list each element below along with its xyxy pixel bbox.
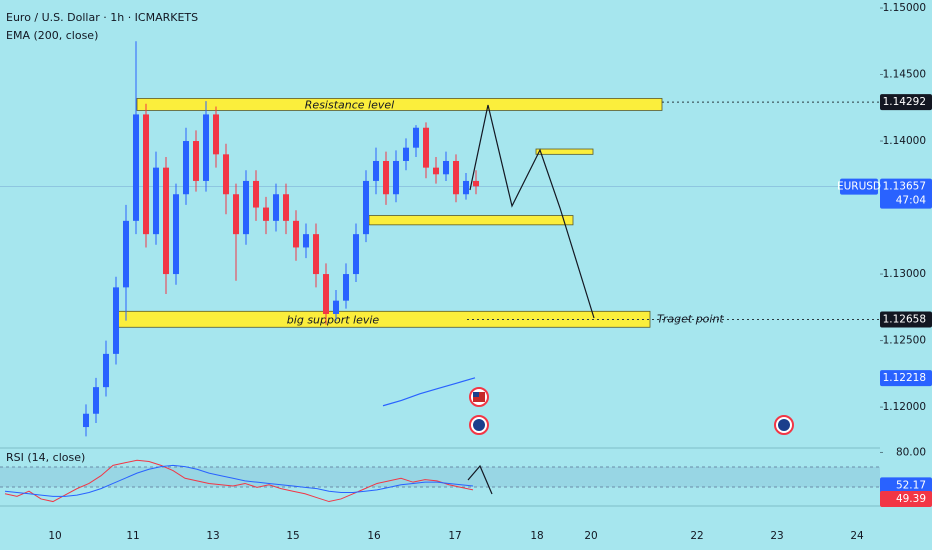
candle-body bbox=[413, 127, 419, 148]
event-icon bbox=[774, 415, 794, 435]
x-tick-label: 16 bbox=[367, 530, 381, 542]
candle-body bbox=[223, 154, 229, 195]
rsi-tag-label: 52.17 bbox=[896, 479, 926, 491]
y-tick-label: 1.15000 bbox=[883, 2, 926, 14]
candle-body bbox=[243, 180, 249, 235]
zone bbox=[115, 310, 651, 328]
x-tick-label: 22 bbox=[690, 530, 703, 542]
candle-body bbox=[353, 234, 359, 275]
rsi-line bbox=[4, 459, 474, 503]
x-tick-label: 13 bbox=[206, 530, 219, 542]
candle-body bbox=[253, 180, 259, 208]
x-tick-label: 20 bbox=[584, 530, 597, 542]
candle-body bbox=[393, 160, 399, 195]
price-tag-label: 1.14292 bbox=[883, 96, 926, 108]
x-tick-label: 18 bbox=[530, 530, 543, 542]
y-tick-label: 1.12500 bbox=[883, 335, 926, 347]
event-icon bbox=[469, 387, 489, 407]
candle-body bbox=[313, 234, 319, 275]
candle-body bbox=[383, 160, 389, 195]
candle-body bbox=[263, 207, 269, 221]
candle-body bbox=[213, 114, 219, 155]
candle-body bbox=[273, 194, 279, 221]
y-tick-label: 1.12000 bbox=[883, 401, 926, 413]
chart-title: Euro / U.S. Dollar · 1h · ICMARKETS bbox=[6, 11, 198, 24]
countdown: 47:04 bbox=[896, 195, 927, 207]
price-tag-label: 1.12218 bbox=[883, 372, 926, 384]
candle-body bbox=[103, 353, 109, 388]
y-tick-label: 1.14000 bbox=[883, 135, 926, 147]
candle-body bbox=[293, 220, 299, 248]
candle-body bbox=[83, 413, 89, 428]
candle-body bbox=[93, 387, 99, 414]
rsi-tag-label: 49.39 bbox=[896, 493, 926, 505]
price-tag-label: 1.12658 bbox=[883, 314, 926, 326]
price-tag bbox=[880, 178, 932, 209]
event-icon bbox=[469, 415, 489, 435]
price-tag bbox=[880, 311, 932, 328]
symbol-label: EURUSD bbox=[837, 181, 881, 193]
rsi-title: RSI (14, close) bbox=[6, 451, 85, 464]
zone bbox=[368, 215, 574, 226]
candle-body bbox=[443, 160, 449, 175]
zone bbox=[136, 98, 663, 111]
candle-body bbox=[333, 300, 339, 314]
candle-body bbox=[113, 287, 119, 354]
price-tag bbox=[880, 94, 932, 111]
ema-line bbox=[382, 377, 476, 407]
candle-body bbox=[183, 141, 189, 195]
candle-body bbox=[193, 141, 199, 181]
y-tick-label: 1.14500 bbox=[883, 69, 926, 81]
candle-body bbox=[303, 234, 309, 248]
rsi-projection bbox=[467, 464, 493, 495]
candle-body bbox=[123, 220, 129, 288]
x-tick-label: 17 bbox=[448, 530, 461, 542]
y-tick-label: 1.13000 bbox=[883, 268, 926, 280]
candle-body bbox=[343, 274, 349, 301]
candle-body bbox=[173, 194, 179, 275]
zone-label: Resistance level bbox=[305, 98, 394, 111]
projection-path bbox=[469, 104, 595, 319]
indicator-label: EMA (200, close) bbox=[6, 29, 98, 42]
symbol-tag bbox=[840, 178, 878, 195]
candle-body bbox=[473, 180, 479, 187]
candle-body bbox=[423, 127, 429, 168]
candle-body bbox=[403, 147, 409, 161]
candle-body bbox=[283, 194, 289, 221]
x-tick-label: 11 bbox=[126, 530, 139, 542]
price-tag bbox=[880, 370, 932, 387]
x-tick-label: 23 bbox=[770, 530, 783, 542]
target-label: Traget point bbox=[657, 313, 724, 326]
candle-body bbox=[433, 167, 439, 175]
candle-body bbox=[133, 114, 139, 221]
candle-body bbox=[373, 160, 379, 181]
rsi-line bbox=[4, 464, 474, 497]
rsi-tag bbox=[880, 490, 932, 507]
zone bbox=[535, 148, 594, 155]
x-tick-label: 10 bbox=[48, 530, 61, 542]
price-tag-label: 1.13657 bbox=[883, 181, 926, 193]
candle-body bbox=[203, 114, 209, 181]
candle-body bbox=[323, 274, 329, 314]
zone-label: big support levie bbox=[287, 313, 380, 326]
candle-body bbox=[143, 114, 149, 235]
x-tick-label: 15 bbox=[286, 530, 299, 542]
rsi-tag bbox=[880, 477, 932, 494]
candle-body bbox=[233, 194, 239, 235]
candle-body bbox=[153, 167, 159, 235]
rsi-band bbox=[0, 467, 880, 487]
candle-body bbox=[363, 180, 369, 235]
candle-body bbox=[163, 167, 169, 275]
candle-body bbox=[453, 160, 459, 195]
x-tick-label: 24 bbox=[850, 530, 864, 542]
candle-body bbox=[463, 180, 469, 195]
rsi-tick-label: 80.00 bbox=[896, 446, 926, 458]
